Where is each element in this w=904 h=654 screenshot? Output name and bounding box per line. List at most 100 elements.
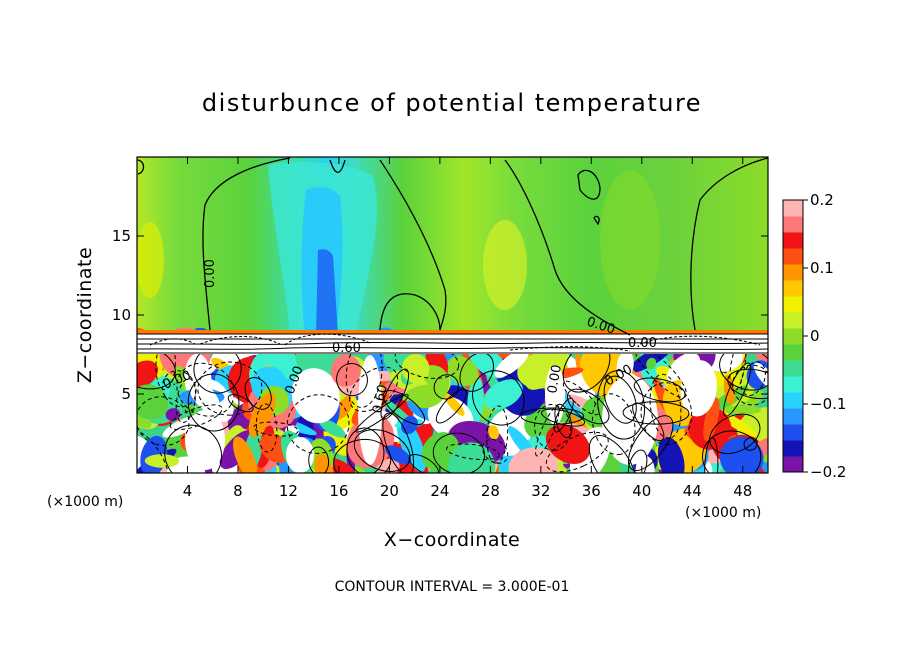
turbulence-blob bbox=[508, 447, 559, 473]
turbulence-contour bbox=[394, 342, 460, 379]
turbulence-contour bbox=[627, 415, 674, 472]
turbulence-blob bbox=[719, 436, 764, 473]
x-tick-label: 16 bbox=[329, 482, 348, 500]
colorbar-swatch bbox=[783, 216, 803, 233]
turbulence-contour bbox=[176, 362, 235, 417]
x-tick-label: 40 bbox=[632, 482, 651, 500]
turbulence-blob bbox=[545, 424, 591, 464]
turbulence-blob bbox=[494, 348, 529, 378]
turbulence-contour bbox=[633, 377, 686, 403]
contour-interval-note: CONTOUR INTERVAL = 3.000E-01 bbox=[335, 579, 570, 595]
colorbar-swatch bbox=[783, 200, 803, 217]
upper-layer bbox=[137, 157, 768, 335]
y-tick-label: 5 bbox=[121, 385, 131, 403]
turbulence-blob bbox=[165, 408, 181, 422]
colorbar-tick-label: −0.1 bbox=[810, 395, 846, 413]
turbulence-blob bbox=[448, 442, 495, 473]
x-unit-label-left: (×1000 m) bbox=[47, 494, 123, 510]
colorbar-tick-label: −0.2 bbox=[810, 463, 846, 481]
colorbar-tick-label: 0 bbox=[810, 327, 820, 345]
x-tick-label: 28 bbox=[481, 482, 500, 500]
x-unit-label-right: (×1000 m) bbox=[685, 505, 761, 521]
turbulence-blob bbox=[318, 418, 346, 438]
turbulence-contour bbox=[603, 375, 637, 424]
turbulence-blob bbox=[233, 436, 258, 473]
turbulence-blob bbox=[330, 354, 361, 387]
turbulence-contour bbox=[520, 407, 585, 425]
turbulence-contour bbox=[353, 429, 411, 472]
turbulence-blob bbox=[291, 368, 340, 424]
turbulence-contour bbox=[435, 388, 467, 424]
turbulence-contour bbox=[349, 366, 399, 412]
yellow-patch bbox=[483, 220, 527, 310]
turbulence-blob bbox=[525, 348, 569, 390]
turbulence-contour bbox=[227, 394, 254, 413]
turbulence-contour bbox=[446, 443, 500, 461]
turbulence-contour bbox=[244, 377, 272, 410]
x-tick-label: 12 bbox=[279, 482, 298, 500]
x-tick-label: 44 bbox=[683, 482, 702, 500]
turbulence-contour bbox=[627, 449, 648, 473]
colorbar-swatch bbox=[783, 408, 803, 425]
colorbar-swatch bbox=[783, 376, 803, 393]
turbulence-contour bbox=[253, 421, 299, 437]
turbulence-blob bbox=[144, 454, 180, 468]
turbulence-blob bbox=[137, 360, 159, 388]
white-core bbox=[602, 375, 658, 465]
x-tick-label: 36 bbox=[582, 482, 601, 500]
turbulence-contour bbox=[433, 374, 459, 400]
turbulence-blob bbox=[703, 397, 720, 442]
turbulence-contour bbox=[187, 373, 240, 432]
turbulence-blob bbox=[488, 425, 499, 440]
turbulence-contour bbox=[382, 390, 426, 425]
turbulence-blob bbox=[753, 362, 768, 391]
colorbar-swatch bbox=[783, 392, 803, 409]
turbulence-contour bbox=[382, 412, 415, 473]
x-tick-label: 48 bbox=[733, 482, 752, 500]
turbulence-blob bbox=[385, 445, 412, 465]
turbulence-blob bbox=[446, 356, 479, 386]
x-axis: 4 8 12 16 20 24 28 32 36 40 44 48 bbox=[183, 157, 752, 500]
contour-label: 0.00 bbox=[545, 364, 565, 395]
x-tick-label: 4 bbox=[183, 482, 193, 500]
turbulence-contour bbox=[743, 437, 758, 451]
x-tick-label: 8 bbox=[233, 482, 243, 500]
x-tick-label: 24 bbox=[430, 482, 449, 500]
turbulence-blob bbox=[483, 379, 523, 410]
x-tick-label: 20 bbox=[380, 482, 399, 500]
turbulence-blob bbox=[646, 357, 657, 370]
white-core bbox=[286, 437, 314, 473]
x-axis-label: X−coordinate bbox=[384, 529, 520, 551]
turbulence-blob bbox=[137, 384, 169, 420]
turbulence-contour bbox=[534, 404, 572, 451]
turbulence-contour bbox=[702, 430, 762, 473]
turbulence-contour bbox=[355, 394, 409, 433]
turbulence-contour bbox=[541, 408, 586, 427]
colorbar-swatch bbox=[783, 312, 803, 329]
turbulence-contour bbox=[175, 378, 197, 424]
x-tick-label: 32 bbox=[531, 482, 550, 500]
turbulence-blob bbox=[616, 350, 634, 381]
turbulence-contour bbox=[535, 405, 560, 457]
colorbar-tick-label: 0.2 bbox=[810, 191, 834, 209]
colorbar-swatch bbox=[783, 424, 803, 441]
turbulence-contour bbox=[486, 405, 509, 464]
turbulence-contour bbox=[709, 413, 761, 455]
contour-label: 0.00 bbox=[628, 336, 657, 351]
turbulence-contour bbox=[459, 352, 494, 392]
contour-label: 0.00 bbox=[203, 259, 218, 288]
turbulence-contour bbox=[308, 446, 330, 473]
lime-patch bbox=[600, 170, 660, 310]
colorbar: −0.2 −0.1 0 0.1 0.2 bbox=[782, 191, 846, 481]
deep-blue-streak bbox=[316, 249, 338, 335]
yellow-patch-left bbox=[137, 222, 164, 298]
turbulence-contour bbox=[137, 429, 170, 473]
colorbar-swatch bbox=[783, 264, 803, 281]
white-core bbox=[185, 410, 225, 470]
turbulence-contour bbox=[622, 401, 690, 425]
colorbar-swatch bbox=[783, 328, 803, 345]
chart-title: disturbunce of potential temperature bbox=[202, 89, 702, 117]
turbulence-contour bbox=[197, 361, 263, 416]
colorbar-swatch bbox=[783, 344, 803, 361]
